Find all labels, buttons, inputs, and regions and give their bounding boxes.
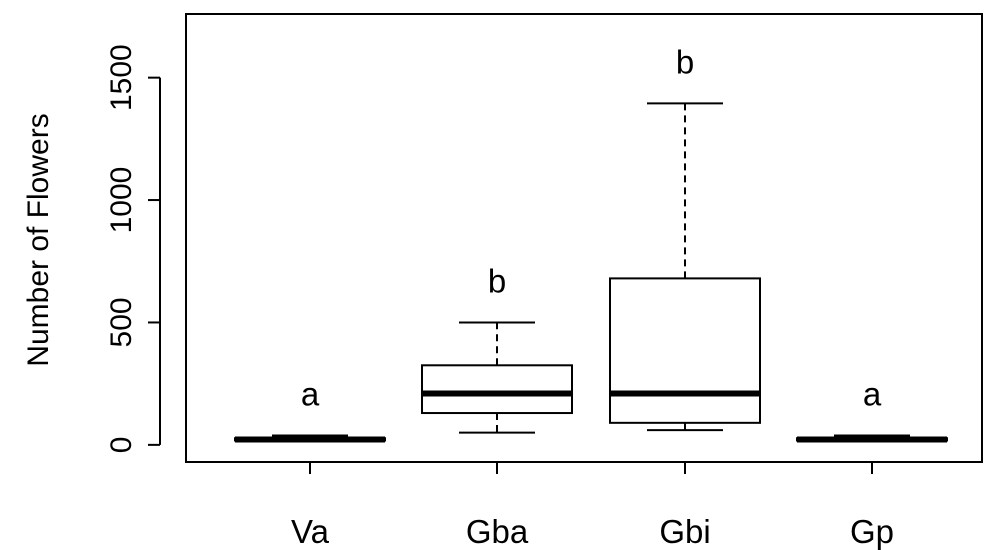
y-axis-label: Number of Flowers xyxy=(22,113,55,366)
y-tick-label-500: 500 xyxy=(105,297,138,347)
iqr-box-Gbi xyxy=(609,277,761,424)
box-Gp: a xyxy=(796,376,948,443)
x-tick-label-Gp: Gp xyxy=(850,513,894,550)
iqr-box-Gba xyxy=(421,364,573,415)
y-tick-label-0: 0 xyxy=(105,437,138,454)
box-Va: a xyxy=(234,376,386,443)
x-tick-label-Gba: Gba xyxy=(466,513,529,550)
y-axis: 0 500 1000 1500 xyxy=(105,44,161,454)
box-Gbi: b xyxy=(609,43,761,432)
significance-label-Gp: a xyxy=(863,376,882,413)
significance-label-Gbi: b xyxy=(676,43,694,80)
y-tick-label-1500: 1500 xyxy=(105,44,138,111)
y-tick-label-1000: 1000 xyxy=(105,167,138,234)
x-tick-label-Va: Va xyxy=(291,513,330,550)
significance-label-Gba: b xyxy=(488,262,506,299)
box-Gba: b xyxy=(421,262,573,434)
boxes: a b b a xyxy=(234,43,948,443)
plot-frame xyxy=(185,13,983,463)
significance-label-Va: a xyxy=(301,376,320,413)
x-tick-label-Gbi: Gbi xyxy=(659,513,710,550)
x-axis-labels: Va Gba Gbi Gp xyxy=(291,462,894,550)
